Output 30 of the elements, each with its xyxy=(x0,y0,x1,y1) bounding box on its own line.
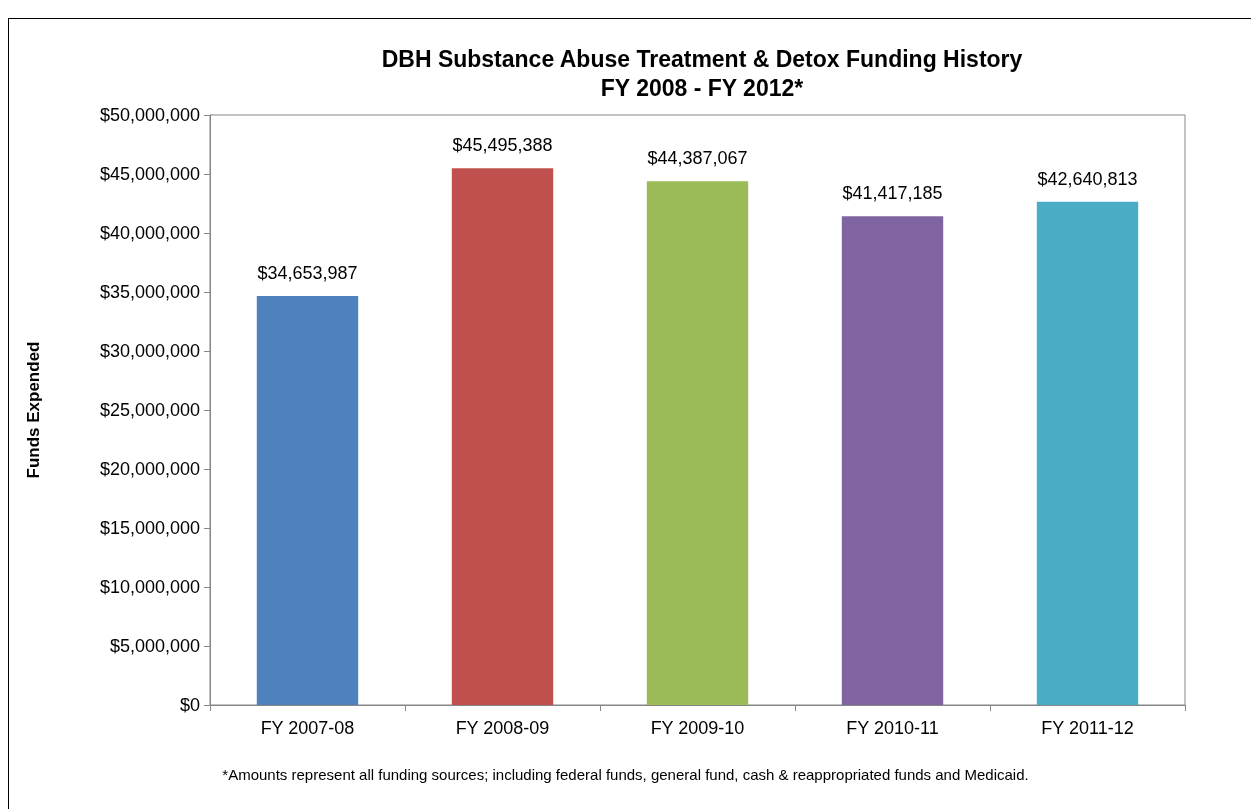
x-tick-label: FY 2007-08 xyxy=(260,718,355,738)
bar xyxy=(646,181,749,705)
y-tick-label: $0 xyxy=(179,695,200,715)
y-tick-label: $40,000,000 xyxy=(99,223,200,243)
y-tick-label: $20,000,000 xyxy=(99,459,200,479)
y-axis-title: Funds Expended xyxy=(24,341,43,479)
data-label: $34,653,987 xyxy=(257,263,358,284)
y-tick-label: $25,000,000 xyxy=(99,400,200,420)
x-tick-label: FY 2009-10 xyxy=(650,718,745,738)
data-label: $41,417,185 xyxy=(842,183,943,204)
y-tick-label: $45,000,000 xyxy=(99,164,200,184)
y-tick-label: $30,000,000 xyxy=(99,341,200,361)
x-tick-label: FY 2010-11 xyxy=(846,718,939,738)
bar xyxy=(1036,201,1139,705)
text: *Amounts represent all funding sources; including federal funds, general fund, cash & reappropriated funds and Medicaid. xyxy=(222,766,1029,783)
y-tick-label: $35,000,000 xyxy=(99,282,200,302)
chart-title: DBH Substance Abuse Treatment & Detox Funding History xyxy=(381,45,1023,72)
data-label: $42,640,813 xyxy=(1037,168,1138,189)
y-tick-label: $10,000,000 xyxy=(99,577,200,597)
data-label: $45,495,388 xyxy=(452,135,553,156)
data-label: $44,387,067 xyxy=(647,148,748,169)
y-tick-label: $5,000,000 xyxy=(109,636,200,656)
x-tick-label: FY 2011-12 xyxy=(1041,718,1134,738)
x-tick-label: FY 2008-09 xyxy=(455,718,550,738)
y-tick-label: $15,000,000 xyxy=(99,518,200,538)
bar xyxy=(841,216,944,705)
chart-subtitle: FY 2008 - FY 2012* xyxy=(600,74,804,101)
bar xyxy=(451,168,554,705)
bar xyxy=(256,296,359,705)
y-tick-label: $50,000,000 xyxy=(99,105,200,125)
